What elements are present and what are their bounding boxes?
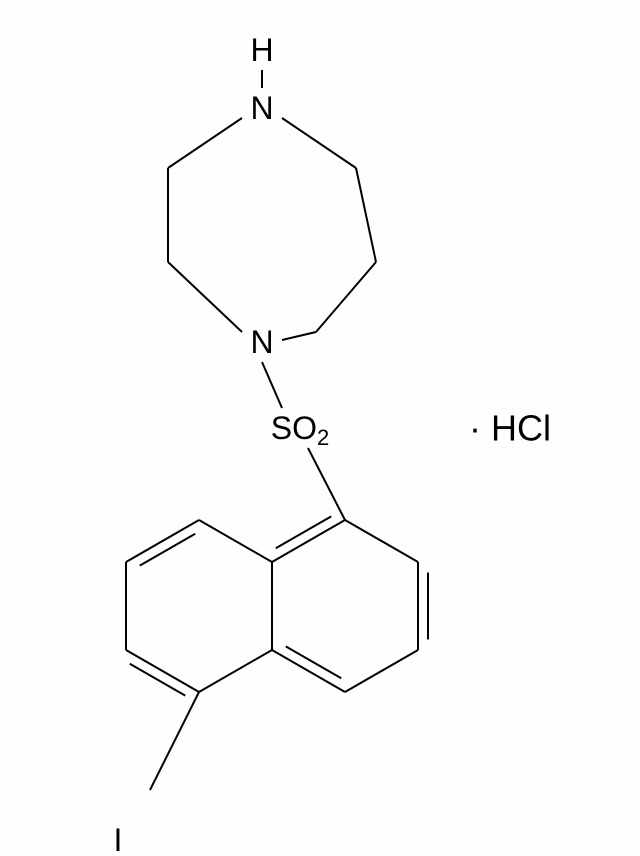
atom-I: I xyxy=(114,822,123,856)
salt-HCl-label: · HCl xyxy=(469,408,551,449)
atom-N-sulfonyl: N xyxy=(250,324,273,360)
atom-N-amine: N xyxy=(250,90,273,126)
atom-H: H xyxy=(250,32,273,68)
chemical-structure-diagram: HNNSO2I· HCl xyxy=(0,0,640,856)
atom-SO2: SO2 xyxy=(271,410,329,449)
